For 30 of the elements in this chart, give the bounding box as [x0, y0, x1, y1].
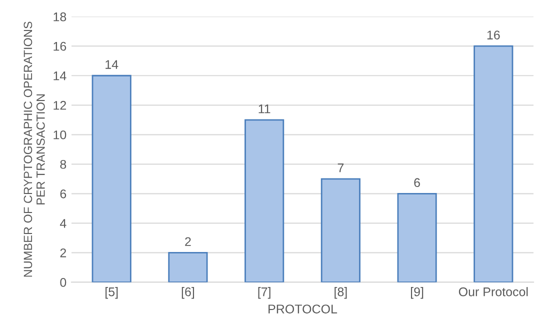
- y-tick-label: 14: [54, 72, 66, 80]
- y-tick-label: 16: [54, 42, 66, 51]
- data-label: 16: [487, 30, 500, 40]
- data-label: 7: [338, 164, 344, 172]
- data-label: 2: [185, 237, 191, 246]
- x-tick-label: [7]: [258, 287, 270, 299]
- data-label: 14: [106, 60, 118, 69]
- y-tick-label: 12: [54, 100, 66, 110]
- x-tick-label: [9]: [410, 287, 424, 299]
- x-tick-label: [8]: [334, 287, 347, 299]
- x-tick-label: Our Protocol: [458, 287, 528, 296]
- x-axis-title: PROTOCOL: [268, 304, 338, 314]
- y-tick-label: 6: [60, 189, 66, 198]
- bar: [92, 74, 132, 282]
- bar: [397, 192, 437, 282]
- bar: [474, 45, 514, 282]
- y-tick-label: 18: [54, 12, 66, 22]
- y-tick-label: 10: [54, 130, 66, 140]
- data-label: 6: [414, 178, 420, 188]
- x-tick-label: [6]: [182, 287, 194, 299]
- x-tick-label: [5]: [106, 287, 118, 299]
- bar: [168, 252, 208, 282]
- data-label: 11: [258, 104, 270, 114]
- bar: [320, 178, 360, 282]
- y-axis-title: NUMBER OF CRYPTOGRAPHIC OPERATIONS PER TRANSACTION: [24, 22, 45, 277]
- y-tick-label: 8: [60, 160, 66, 169]
- y-tick-label: 0: [60, 278, 66, 287]
- y-tick-label: 4: [60, 219, 66, 228]
- y-tick-label: 2: [60, 248, 66, 258]
- bar: [244, 119, 284, 282]
